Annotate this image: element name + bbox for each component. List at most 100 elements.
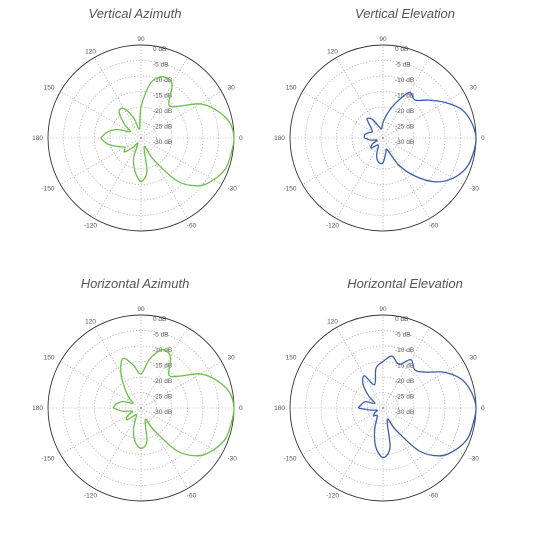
radial-tick-label: -10 dB	[153, 347, 172, 354]
grid-spoke	[302, 361, 384, 409]
radiation-pattern-line	[357, 355, 477, 459]
angle-tick-label: -60	[187, 493, 197, 500]
angle-tick-label: 120	[327, 319, 338, 326]
grid-ring	[305, 60, 461, 216]
radial-tick-label: -20 dB	[395, 378, 414, 385]
chart-title: Vertical Elevation	[355, 6, 455, 21]
grid-ring	[320, 345, 446, 471]
grid-ring	[63, 60, 219, 216]
grid-spoke	[140, 57, 188, 139]
angle-tick-label: -120	[84, 223, 97, 230]
angle-tick-label: 90	[137, 306, 145, 313]
grid-spoke	[382, 137, 464, 185]
grid-spoke	[94, 137, 142, 219]
radial-tick-label: 0 dB	[395, 316, 408, 323]
radial-tick-label: -5 dB	[395, 62, 411, 69]
radial-tick-label: -10 dB	[395, 77, 414, 84]
grid-ring	[63, 330, 219, 486]
chart-panel-horizontal-elevation: Horizontal Elevation 90 30 0 -30 -60 -120 -150…	[270, 270, 540, 540]
angle-tick-label: 0	[239, 405, 243, 412]
angle-tick-label: -150	[41, 456, 54, 463]
grid-spoke	[382, 407, 464, 455]
angle-tick-label: -150	[283, 186, 296, 193]
angle-tick-label: 180	[32, 405, 43, 412]
chart-title: Horizontal Elevation	[347, 276, 463, 291]
angle-tick-label: -60	[187, 223, 197, 230]
radial-tick-label: -30 dB	[395, 409, 414, 416]
radiation-pattern-line	[112, 349, 235, 457]
grid-spoke	[382, 137, 430, 219]
chart-panel-vertical-azimuth: Vertical Azimuth 90 30 0 -30 -60 -120 -150 180 1…	[0, 0, 270, 270]
angle-tick-label: -120	[326, 223, 339, 230]
grid-spoke	[94, 57, 142, 139]
grid-spoke	[140, 407, 188, 489]
grid-spoke	[382, 57, 430, 139]
radial-tick-label: -30 dB	[153, 139, 172, 146]
angle-tick-label: -60	[429, 493, 439, 500]
angle-tick-label: -60	[429, 223, 439, 230]
angle-tick-label: 0	[239, 135, 243, 142]
radial-tick-label: -5 dB	[153, 332, 169, 339]
grid-spoke	[140, 407, 222, 455]
grid-spoke	[382, 407, 430, 489]
angle-tick-label: 0	[481, 405, 485, 412]
grid-spoke	[140, 361, 222, 409]
angle-tick-label: 150	[286, 85, 297, 92]
grid-spoke	[60, 91, 142, 139]
grid-ring	[336, 361, 430, 455]
angle-tick-label: 30	[228, 355, 236, 362]
angle-tick-label: 150	[44, 355, 55, 362]
radial-tick-label: -30 dB	[395, 139, 414, 146]
radial-tick-label: -25 dB	[153, 124, 172, 131]
angle-tick-label: 30	[470, 85, 478, 92]
angle-tick-label: 120	[85, 49, 96, 56]
grid-ring	[78, 75, 204, 201]
chart-panel-vertical-elevation: Vertical Elevation 90 30 0 -30 -60 -120 -150 18…	[270, 0, 540, 270]
radial-tick-label: -15 dB	[153, 93, 172, 100]
grid-spoke	[382, 91, 464, 139]
radial-tick-label: -20 dB	[153, 108, 172, 115]
angle-tick-label: 180	[274, 405, 285, 412]
radial-tick-label: -20 dB	[395, 108, 414, 115]
grid-spoke	[336, 327, 384, 409]
angle-tick-label: 30	[228, 85, 236, 92]
polar-chart: 90 30 0 -30 -60 -120 -150 180 150 120 0 dB -5 dB -10…	[32, 36, 243, 232]
grid-spoke	[302, 137, 384, 185]
angle-tick-label: -150	[41, 186, 54, 193]
radial-tick-label: 0 dB	[153, 46, 166, 53]
angle-tick-label: 180	[32, 135, 43, 142]
radial-tick-label: -25 dB	[395, 124, 414, 131]
angle-tick-label: 150	[286, 355, 297, 362]
angle-tick-label: 90	[379, 36, 387, 43]
chart-title: Horizontal Azimuth	[80, 276, 190, 291]
grid-spoke	[382, 361, 464, 409]
radiation-pattern-line	[100, 76, 235, 187]
angle-tick-label: 90	[379, 306, 387, 313]
angle-tick-label: -120	[326, 493, 339, 500]
polar-chart: 90 30 0 -30 -60 -120 -150 180 150 120 0 dB -5 dB -10…	[32, 306, 243, 502]
grid-ring	[336, 91, 430, 185]
radial-tick-label: -15 dB	[395, 363, 414, 370]
polar-chart: 90 30 0 -30 -60 -120 -150 180 150 120 0 dB -5 dB -10…	[274, 306, 485, 502]
grid-spoke	[336, 407, 384, 489]
angle-tick-label: -30	[228, 186, 238, 193]
radial-tick-label: -25 dB	[395, 394, 414, 401]
grid-spoke	[94, 327, 142, 409]
grid-ring	[78, 345, 204, 471]
radial-tick-label: -10 dB	[153, 77, 172, 84]
chart-title: Vertical Azimuth	[88, 6, 182, 21]
grid-spoke	[336, 137, 384, 219]
radial-tick-label: -20 dB	[153, 378, 172, 385]
grid-spoke	[140, 137, 188, 219]
angle-tick-label: 90	[137, 36, 145, 43]
grid-spoke	[302, 91, 384, 139]
grid-ring	[320, 75, 446, 201]
grid-ring	[94, 91, 188, 185]
radial-tick-label: -5 dB	[395, 332, 411, 339]
grid-spoke	[60, 137, 142, 185]
grid-spoke	[94, 407, 142, 489]
angle-tick-label: -30	[470, 186, 480, 193]
radial-tick-label: -25 dB	[153, 394, 172, 401]
angle-tick-label: 180	[274, 135, 285, 142]
